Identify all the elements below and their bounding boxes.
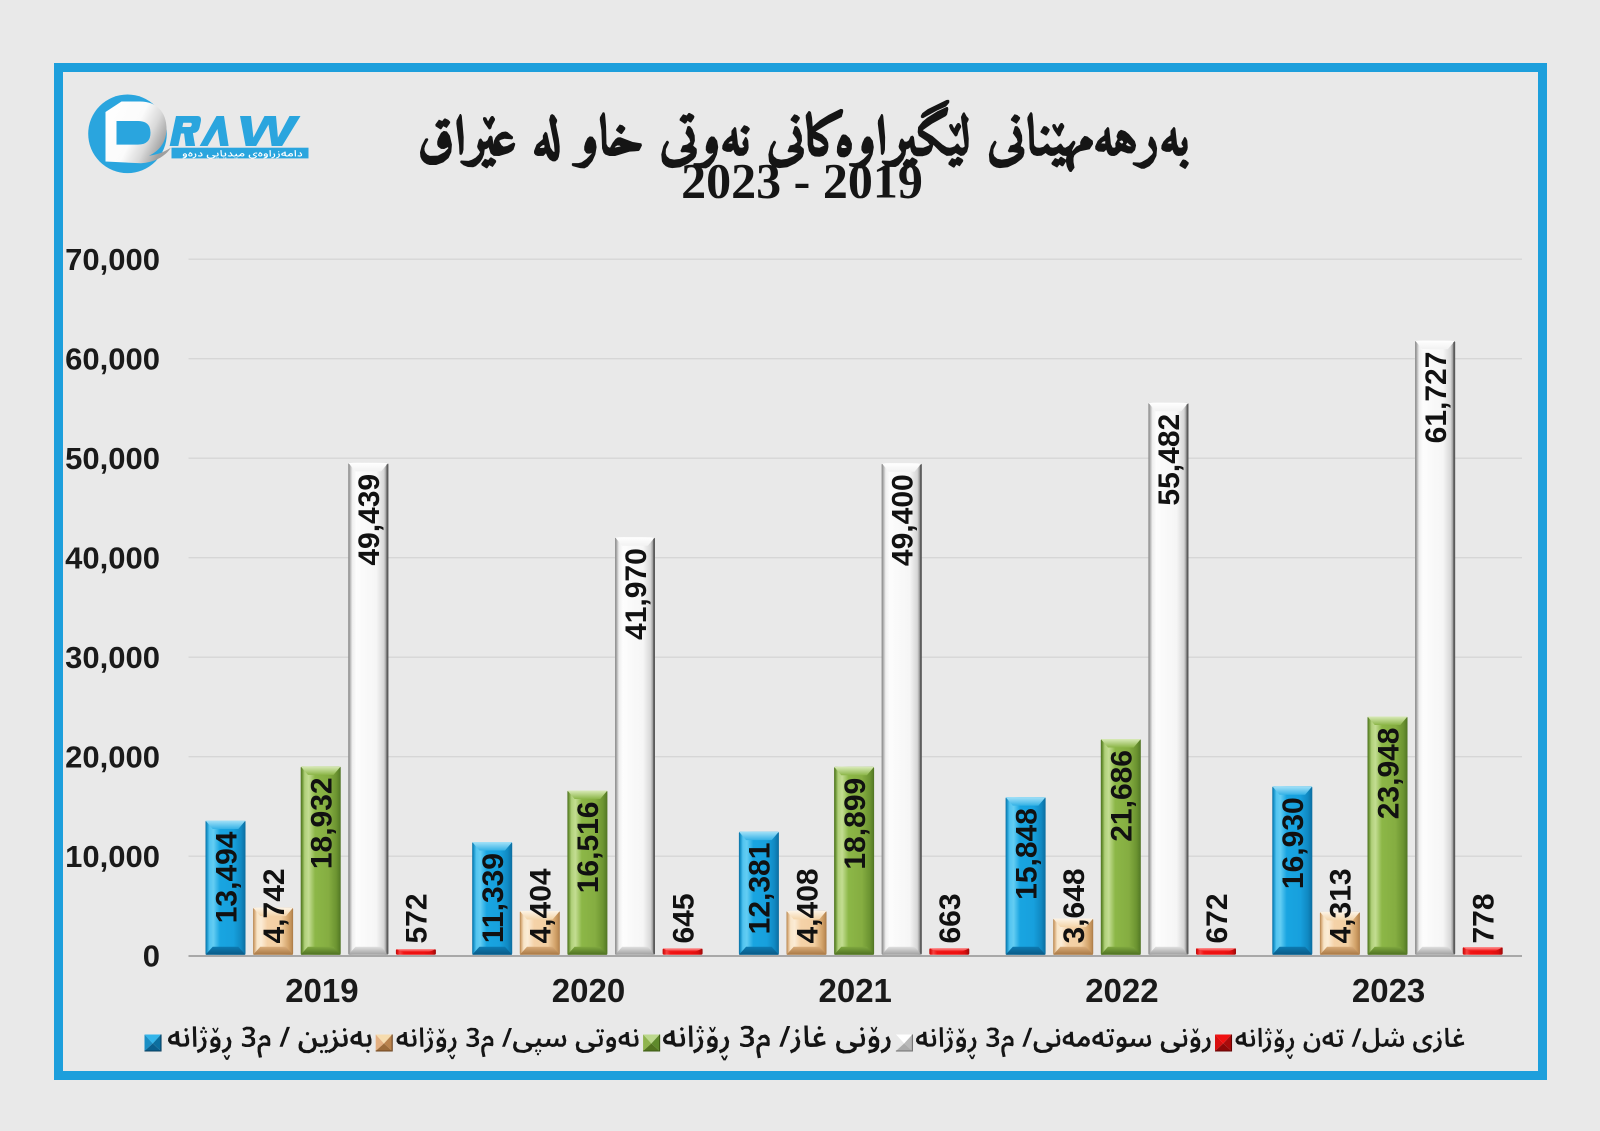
svg-text:55,482: 55,482 <box>1153 414 1186 506</box>
svg-text:2022: 2022 <box>1085 972 1158 1009</box>
svg-text:16,930: 16,930 <box>1277 797 1310 889</box>
svg-text:778: 778 <box>1468 893 1501 943</box>
svg-text:60,000: 60,000 <box>65 342 160 377</box>
svg-text:40,000: 40,000 <box>65 541 160 576</box>
svg-text:2021: 2021 <box>818 972 891 1009</box>
svg-text:0: 0 <box>143 939 160 974</box>
svg-text:4,742: 4,742 <box>258 868 291 943</box>
svg-text:16,516: 16,516 <box>572 802 605 894</box>
svg-text:4,313: 4,313 <box>1325 868 1358 943</box>
svg-text:49,439: 49,439 <box>353 474 386 566</box>
svg-text:50,000: 50,000 <box>65 441 160 476</box>
svg-text:20,000: 20,000 <box>65 740 160 775</box>
svg-text:70,000: 70,000 <box>65 242 160 277</box>
svg-text:572: 572 <box>401 893 434 943</box>
svg-text:2023: 2023 <box>1352 972 1425 1009</box>
svg-text:61,727: 61,727 <box>1420 352 1453 444</box>
svg-text:15,848: 15,848 <box>1010 808 1043 900</box>
svg-text:21,686: 21,686 <box>1106 750 1139 842</box>
svg-text:18,899: 18,899 <box>839 778 872 870</box>
svg-text:2019: 2019 <box>285 972 358 1009</box>
svg-text:3,648: 3,648 <box>1058 868 1091 943</box>
svg-text:12,381: 12,381 <box>744 843 777 935</box>
svg-text:672: 672 <box>1201 893 1234 943</box>
svg-text:663: 663 <box>934 893 967 943</box>
svg-text:30,000: 30,000 <box>65 640 160 675</box>
svg-text:645: 645 <box>667 893 700 943</box>
svg-text:10,000: 10,000 <box>65 839 160 874</box>
svg-text:18,932: 18,932 <box>306 777 339 869</box>
svg-text:4,408: 4,408 <box>791 868 824 943</box>
svg-text:49,400: 49,400 <box>887 474 920 566</box>
svg-text:2023 - 2019: 2023 - 2019 <box>681 153 923 209</box>
svg-text:23,948: 23,948 <box>1372 728 1405 820</box>
svg-text:2020: 2020 <box>552 972 625 1009</box>
svg-text:11,339: 11,339 <box>477 853 510 943</box>
svg-text:4,404: 4,404 <box>525 868 558 943</box>
svg-text:41,970: 41,970 <box>620 548 653 640</box>
svg-text:13,494: 13,494 <box>210 831 243 923</box>
